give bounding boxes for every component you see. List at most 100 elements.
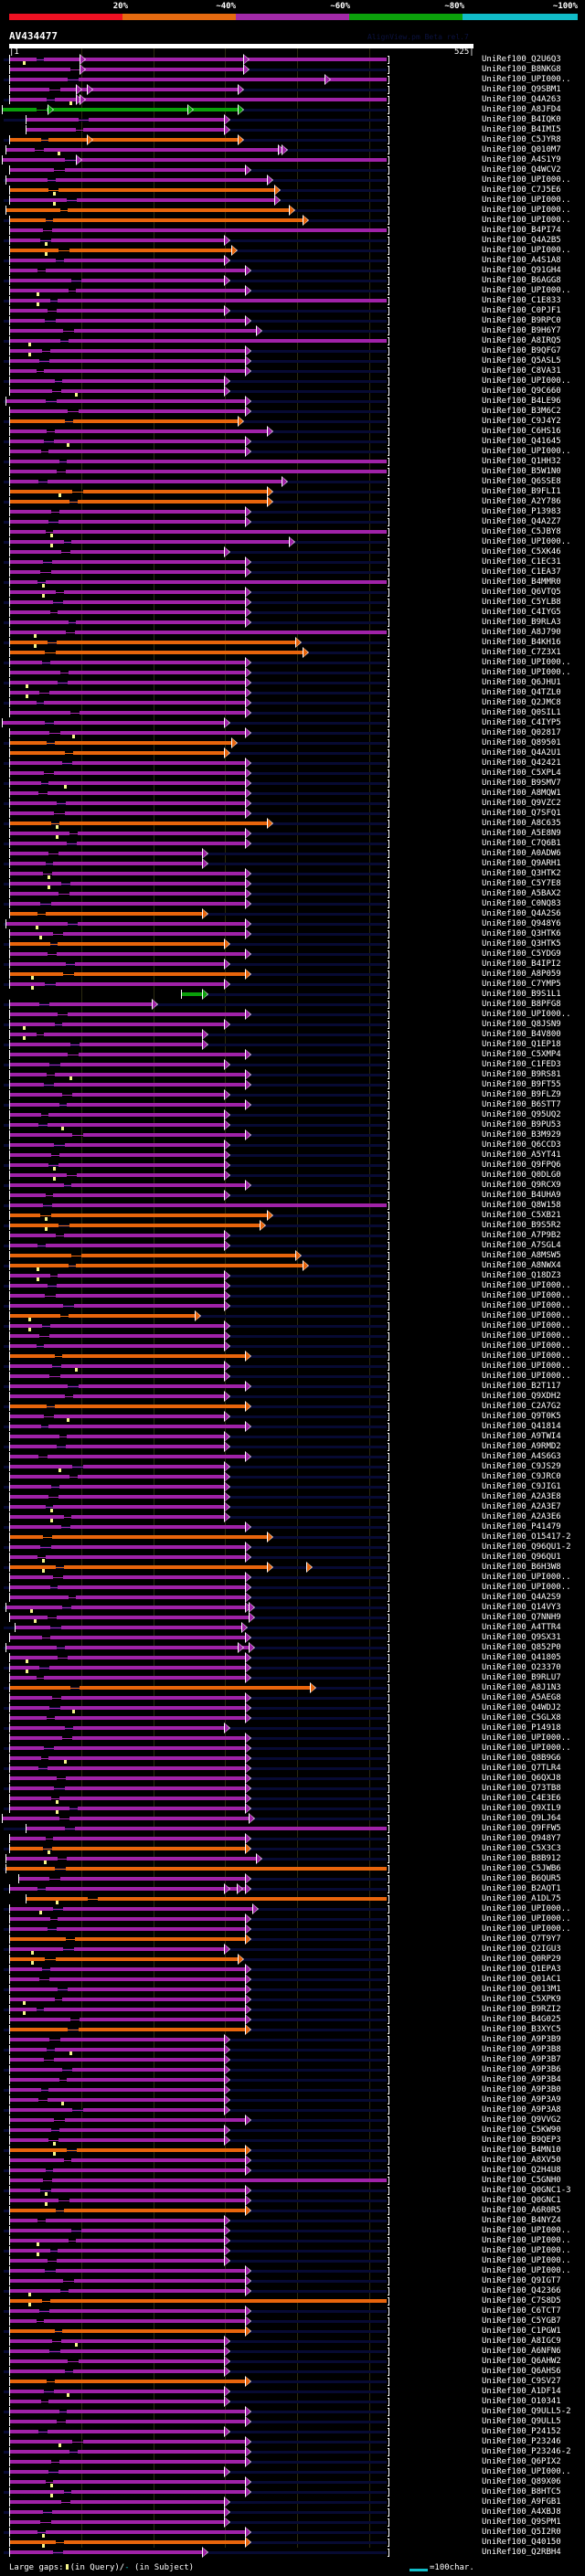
alignment-row[interactable]: UniRef100_UPI000.. [0,1913,585,1924]
alignment-row[interactable]: UniRef100_A7P9B2 [0,1230,585,1241]
subject-label[interactable]: UniRef100_B6AGG8 [482,276,561,285]
subject-label[interactable]: UniRef100_B9RS81 [482,1070,561,1079]
subject-label[interactable]: UniRef100_P23246 [482,2437,561,2446]
subject-label[interactable]: UniRef100_C1PGW1 [482,2327,561,2336]
subject-label[interactable]: UniRef100_B4IPI2 [482,959,561,969]
alignment-row[interactable]: UniRef100_Q6QXJ8 [0,1773,585,1784]
subject-label[interactable]: UniRef100_B5W1N0 [482,467,561,476]
subject-label[interactable]: UniRef100_B2AQT1 [482,1884,561,1893]
alignment-row[interactable]: UniRef100_UPI000.. [0,1290,585,1301]
subject-label[interactable]: UniRef100_O10341 [482,2397,561,2406]
alignment-row[interactable]: UniRef100_UPI000.. [0,446,585,457]
alignment-row[interactable]: UniRef100_Q9SX31 [0,1632,585,1643]
alignment-row[interactable]: UniRef100_C1FED3 [0,1059,585,1070]
alignment-row[interactable]: UniRef100_A9RMD2 [0,1441,585,1452]
alignment-row[interactable]: UniRef100_C5JWB6 [0,1864,585,1874]
alignment-row[interactable]: UniRef100_P41479 [0,1521,585,1532]
subject-label[interactable]: UniRef100_C5XMP4 [482,1050,561,1059]
subject-label[interactable]: UniRef100_C7Z3X1 [482,648,561,657]
subject-label[interactable]: UniRef100_C5XPL4 [482,769,561,778]
subject-label[interactable]: UniRef100_UPI000.. [482,668,571,677]
subject-label[interactable]: UniRef100_Q6PIX2 [482,2457,561,2466]
subject-label[interactable]: UniRef100_A8MQW1 [482,789,561,798]
alignment-row[interactable]: UniRef100_A9P3B8 [0,2044,585,2055]
alignment-row[interactable]: UniRef100_Q4A263 [0,94,585,105]
alignment-row[interactable]: UniRef100_Q9IGT7 [0,2275,585,2286]
alignment-row[interactable]: UniRef100_Q4A2U1 [0,747,585,758]
subject-label[interactable]: UniRef100_Q4WCV2 [482,165,561,175]
alignment-row[interactable]: UniRef100_Q89501 [0,737,585,748]
alignment-row[interactable]: UniRef100_Q01AC1 [0,1974,585,1985]
subject-label[interactable]: UniRef100_C7J5E6 [482,186,561,195]
subject-label[interactable]: UniRef100_B4KH16 [482,638,561,647]
alignment-row[interactable]: UniRef100_C1E833 [0,296,585,306]
subject-label[interactable]: UniRef100_Q73TB8 [482,1784,561,1793]
alignment-row[interactable]: UniRef100_Q1HH32 [0,457,585,467]
subject-label[interactable]: UniRef100_Q7NNH9 [482,1613,561,1622]
alignment-row[interactable]: UniRef100_Q9VZC2 [0,798,585,809]
subject-label[interactable]: UniRef100_Q9IGT7 [482,2276,561,2285]
alignment-row[interactable]: UniRef100_UPI000.. [0,1351,585,1362]
subject-label[interactable]: UniRef100_B9S1L1 [482,990,561,999]
subject-label[interactable]: UniRef100_C5Y7E8 [482,879,561,888]
alignment-row[interactable]: UniRef100_C5GNH0 [0,2176,585,2186]
alignment-row[interactable]: UniRef100_Q02817 [0,727,585,738]
subject-label[interactable]: UniRef100_Q3HTK6 [482,929,561,938]
subject-label[interactable]: UniRef100_Q42366 [482,2286,561,2295]
subject-label[interactable]: UniRef100_Q6JHU1 [482,678,561,687]
alignment-row[interactable]: UniRef100_Q96QU1-2 [0,1542,585,1553]
alignment-row[interactable]: UniRef100_UPI000.. [0,536,585,547]
subject-label[interactable]: UniRef100_Q7SFQ1 [482,809,561,818]
subject-label[interactable]: UniRef100_UPI000.. [482,1362,571,1371]
subject-label[interactable]: UniRef100_A9P3A8 [482,2105,561,2115]
subject-label[interactable]: UniRef100_C9JS29 [482,1462,561,1471]
subject-label[interactable]: UniRef100_A9P3B4 [482,2075,561,2084]
subject-label[interactable]: UniRef100_Q2IGU3 [482,1945,561,1954]
alignment-row[interactable]: UniRef100_UPI000.. [0,1743,585,1754]
alignment-row[interactable]: UniRef100_Q4A2B5 [0,235,585,246]
subject-label[interactable]: UniRef100_UPI000.. [482,246,571,255]
alignment-row[interactable]: UniRef100_C9JS29 [0,1461,585,1472]
subject-label[interactable]: UniRef100_A2A3E8 [482,1492,561,1501]
subject-label[interactable]: UniRef100_UPI000.. [482,1010,571,1019]
alignment-row[interactable]: UniRef100_A8C635 [0,818,585,829]
alignment-row[interactable]: UniRef100_A4S1A8 [0,255,585,266]
alignment-row[interactable]: UniRef100_B9H6Y7 [0,325,585,336]
subject-label[interactable]: UniRef100_Q95UQ2 [482,1110,561,1119]
alignment-row[interactable]: UniRef100_Q4A2Z7 [0,516,585,527]
alignment-row[interactable]: UniRef100_C5Y7E8 [0,878,585,889]
alignment-row[interactable]: UniRef100_A5AEG8 [0,1692,585,1703]
subject-label[interactable]: UniRef100_UPI000.. [482,447,571,456]
subject-label[interactable]: UniRef100_Q2U6Q3 [482,55,561,64]
subject-label[interactable]: UniRef100_C4IYG5 [482,608,561,617]
alignment-row[interactable]: UniRef100_B6STT7 [0,1099,585,1110]
alignment-row[interactable]: UniRef100_P23246-2 [0,2446,585,2457]
subject-label[interactable]: UniRef100_A9P3B0 [482,2085,561,2094]
subject-label[interactable]: UniRef100_B9QFG7 [482,346,561,355]
subject-label[interactable]: UniRef100_B4G025 [482,2015,561,2024]
alignment-row[interactable]: UniRef100_UPI000.. [0,2255,585,2266]
alignment-row[interactable]: UniRef100_Q89X06 [0,2476,585,2487]
alignment-row[interactable]: UniRef100_C0PJF1 [0,305,585,316]
alignment-row[interactable]: UniRef100_UPI000.. [0,1903,585,1914]
subject-label[interactable]: UniRef100_UPI000.. [482,1281,571,1290]
alignment-row[interactable]: UniRef100_Q6PIX2 [0,2456,585,2467]
subject-label[interactable]: UniRef100_B9PU53 [482,1120,561,1129]
alignment-row[interactable]: UniRef100_Q4A2S6 [0,908,585,919]
alignment-row[interactable]: UniRef100_A8IRQ5 [0,336,585,346]
subject-label[interactable]: UniRef100_B9RPC0 [482,316,561,325]
alignment-row[interactable]: UniRef100_C4IYP5 [0,717,585,728]
alignment-row[interactable]: UniRef100_Q0GNC1 [0,2195,585,2206]
alignment-row[interactable]: UniRef100_UPI000.. [0,1924,585,1935]
alignment-row[interactable]: UniRef100_C9JIG1 [0,1481,585,1492]
alignment-row[interactable]: UniRef100_C5XMP4 [0,1049,585,1060]
alignment-row[interactable]: UniRef100_B9RLU7 [0,1672,585,1683]
alignment-row[interactable]: UniRef100_Q0GNC1-3 [0,2185,585,2196]
subject-label[interactable]: UniRef100_B9S5R2 [482,1221,561,1230]
alignment-row[interactable]: UniRef100_C7S8D5 [0,2296,585,2306]
subject-label[interactable]: UniRef100_A9P3B6 [482,2065,561,2074]
alignment-row[interactable]: UniRef100_C7J5E6 [0,185,585,196]
subject-label[interactable]: UniRef100_B8NKG8 [482,65,561,74]
subject-label[interactable]: UniRef100_UPI000.. [482,1352,571,1361]
subject-label[interactable]: UniRef100_Q5ASL5 [482,356,561,366]
